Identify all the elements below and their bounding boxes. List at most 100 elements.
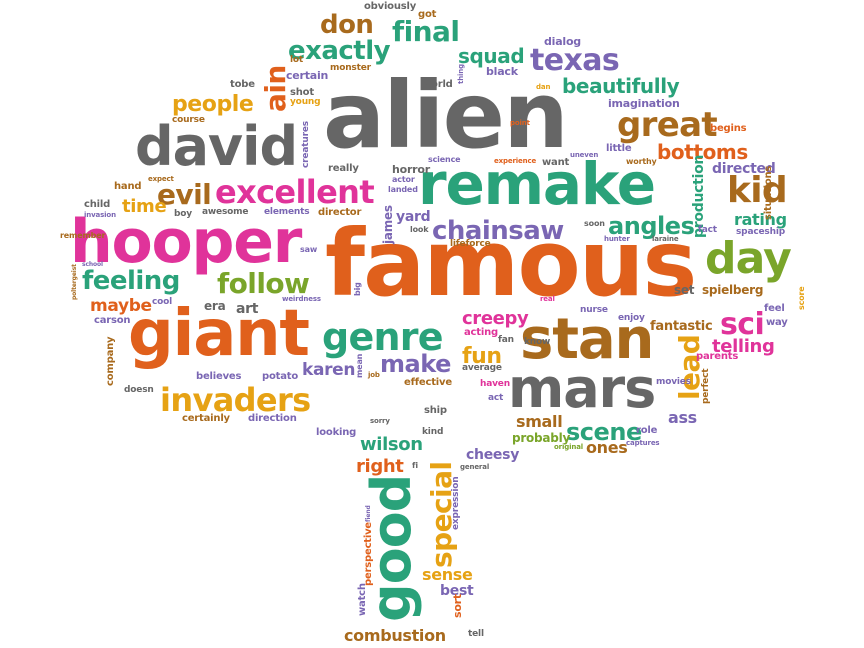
word-karen: karen <box>302 360 356 380</box>
word-course: course <box>172 115 205 125</box>
word-job: job <box>368 371 380 379</box>
word-doesn: doesn <box>124 385 154 395</box>
word-look: look <box>410 225 429 234</box>
word-enjoy: enjoy <box>618 313 645 323</box>
word-carson: carson <box>94 315 131 326</box>
word-black: black <box>486 65 518 78</box>
word-score: score <box>797 286 806 310</box>
word-evil: evil <box>157 178 212 211</box>
word-science: science <box>428 155 461 164</box>
word-day: day <box>705 233 792 284</box>
word-nurse: nurse <box>580 305 608 315</box>
word-original: original <box>554 443 584 451</box>
word-tell: tell <box>468 629 484 639</box>
word-excellent: excellent <box>215 173 375 211</box>
word-worthy: worthy <box>626 157 657 166</box>
word-want: want <box>542 157 570 168</box>
word-experience: experience <box>494 157 537 165</box>
word-people: people <box>172 92 254 117</box>
word-imagination: imagination <box>608 97 680 110</box>
word-dialog: dialog <box>544 35 581 48</box>
word-boy: boy <box>174 209 192 219</box>
word-got: got <box>418 9 437 20</box>
word-expression: expression <box>451 476 461 530</box>
word-expect: expect <box>148 175 174 183</box>
word-dan: dan <box>536 83 551 91</box>
word-spaceship: spaceship <box>736 227 785 237</box>
word-uneven: uneven <box>570 151 599 159</box>
word-fiend: fiend <box>365 505 372 522</box>
word-believes: believes <box>196 371 242 382</box>
word-saw: saw <box>300 245 318 254</box>
word-certain: certain <box>286 69 329 82</box>
word-laraine: laraine <box>652 235 679 243</box>
word-bottoms: bottoms <box>657 140 748 164</box>
word-angles: angles <box>608 212 695 240</box>
word-landed: landed <box>388 185 418 194</box>
word-telling: telling <box>712 336 775 357</box>
word-genre: genre <box>322 315 444 359</box>
word-sort: sort <box>451 594 464 618</box>
word-wilson: wilson <box>360 434 423 455</box>
word-exactly: exactly <box>288 36 391 66</box>
word-giant: giant <box>128 297 310 371</box>
word-awesome: awesome <box>202 207 249 217</box>
word-mars: mars <box>508 357 656 420</box>
word-make: make <box>380 350 451 378</box>
word-invasion: invasion <box>84 211 116 219</box>
word-lot: lot <box>290 55 304 65</box>
word-school: school <box>82 261 103 268</box>
word-feeling: feeling <box>82 266 180 296</box>
word-looking: looking <box>316 427 357 438</box>
word-ones: ones <box>586 438 628 457</box>
word-real: real <box>540 295 555 303</box>
word-captures: captures <box>626 439 660 447</box>
word-way: way <box>766 317 788 328</box>
word-great: great <box>617 105 718 145</box>
word-fact: fact <box>698 225 717 235</box>
word-sci: sci <box>720 307 765 342</box>
word-haven: haven <box>480 379 510 389</box>
word-perspective: perspective <box>363 521 374 586</box>
word-movies: movies <box>656 377 691 387</box>
word-lifeforce: lifeforce <box>450 239 491 249</box>
word-role: role <box>636 425 658 436</box>
word-thing: thing <box>457 63 465 84</box>
word-creepy: creepy <box>462 308 529 329</box>
word-fan: fan <box>498 335 514 345</box>
word-beautifully: beautifully <box>562 74 680 98</box>
word-time: time <box>122 196 167 217</box>
word-art: art <box>236 301 259 317</box>
word-cheesy: cheesy <box>466 447 520 463</box>
word-era: era <box>204 299 226 313</box>
word-spielberg: spielberg <box>702 283 764 297</box>
word-obviously: obviously <box>364 1 417 12</box>
word-rating: rating <box>734 210 787 229</box>
word-texas: texas <box>530 43 620 78</box>
word-hand: hand <box>114 181 142 192</box>
word-yard: yard <box>396 209 431 225</box>
word-alien: alien <box>323 62 569 169</box>
word-weirdness: weirdness <box>282 295 321 303</box>
word-small: small <box>516 412 563 431</box>
word-tobe: tobe <box>230 79 255 90</box>
word-hooper: hooper <box>70 207 302 277</box>
word-point: point <box>510 119 530 127</box>
word-combustion: combustion <box>344 626 446 645</box>
word-lead: lead <box>673 334 706 400</box>
word-parents: parents <box>696 351 739 362</box>
word-world: world <box>422 79 453 90</box>
word-average: average <box>462 363 502 373</box>
word-begins: begins <box>710 123 747 134</box>
word-horror: horror <box>392 163 430 176</box>
word-director: director <box>318 207 362 218</box>
word-company: company <box>105 336 116 386</box>
word-fun: fun <box>462 344 502 369</box>
word-really: really <box>328 163 359 174</box>
word-famous: famous <box>325 210 697 317</box>
word-acting: acting <box>464 327 498 338</box>
word-creatures: creatures <box>301 121 311 168</box>
word-right: right <box>356 456 404 477</box>
word-child: child <box>84 199 111 210</box>
